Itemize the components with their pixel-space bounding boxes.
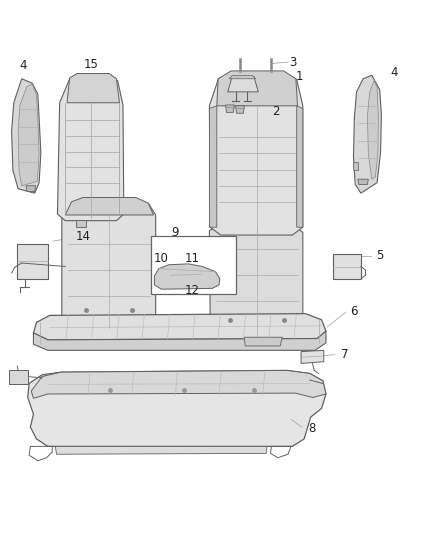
Polygon shape <box>333 254 361 279</box>
Text: 5: 5 <box>376 249 383 262</box>
Polygon shape <box>353 161 358 171</box>
Polygon shape <box>244 337 283 346</box>
Polygon shape <box>154 264 220 289</box>
Polygon shape <box>31 370 326 398</box>
Polygon shape <box>236 106 244 113</box>
Text: 11: 11 <box>184 252 199 265</box>
Polygon shape <box>65 198 153 215</box>
Text: 2: 2 <box>272 105 279 118</box>
Polygon shape <box>209 72 303 235</box>
Polygon shape <box>55 446 267 454</box>
Polygon shape <box>358 179 368 184</box>
Polygon shape <box>17 244 48 279</box>
Polygon shape <box>209 223 303 337</box>
Polygon shape <box>228 77 258 92</box>
Polygon shape <box>353 75 381 193</box>
Polygon shape <box>67 74 120 103</box>
FancyBboxPatch shape <box>151 236 237 294</box>
Polygon shape <box>297 106 303 227</box>
Polygon shape <box>301 350 324 364</box>
Text: 9: 9 <box>172 226 179 239</box>
Polygon shape <box>33 313 326 340</box>
Polygon shape <box>57 75 124 221</box>
Text: 4: 4 <box>20 59 27 72</box>
Text: 3: 3 <box>290 55 297 69</box>
Polygon shape <box>76 220 86 227</box>
Polygon shape <box>28 370 326 446</box>
Polygon shape <box>229 76 256 79</box>
Polygon shape <box>9 370 28 384</box>
Text: 14: 14 <box>75 230 90 243</box>
Polygon shape <box>62 199 155 331</box>
Text: 6: 6 <box>350 304 358 318</box>
Polygon shape <box>217 71 297 106</box>
Text: 1: 1 <box>296 70 304 83</box>
Polygon shape <box>367 80 378 179</box>
Text: 15: 15 <box>84 58 99 71</box>
Text: 10: 10 <box>154 252 169 265</box>
Text: 7: 7 <box>341 348 349 361</box>
Polygon shape <box>12 79 41 193</box>
Polygon shape <box>33 331 326 350</box>
Polygon shape <box>226 105 234 112</box>
Polygon shape <box>26 185 35 191</box>
Polygon shape <box>18 84 39 185</box>
Text: 4: 4 <box>390 66 397 79</box>
Text: 12: 12 <box>184 284 199 297</box>
Text: 8: 8 <box>308 423 315 435</box>
Polygon shape <box>209 106 217 227</box>
